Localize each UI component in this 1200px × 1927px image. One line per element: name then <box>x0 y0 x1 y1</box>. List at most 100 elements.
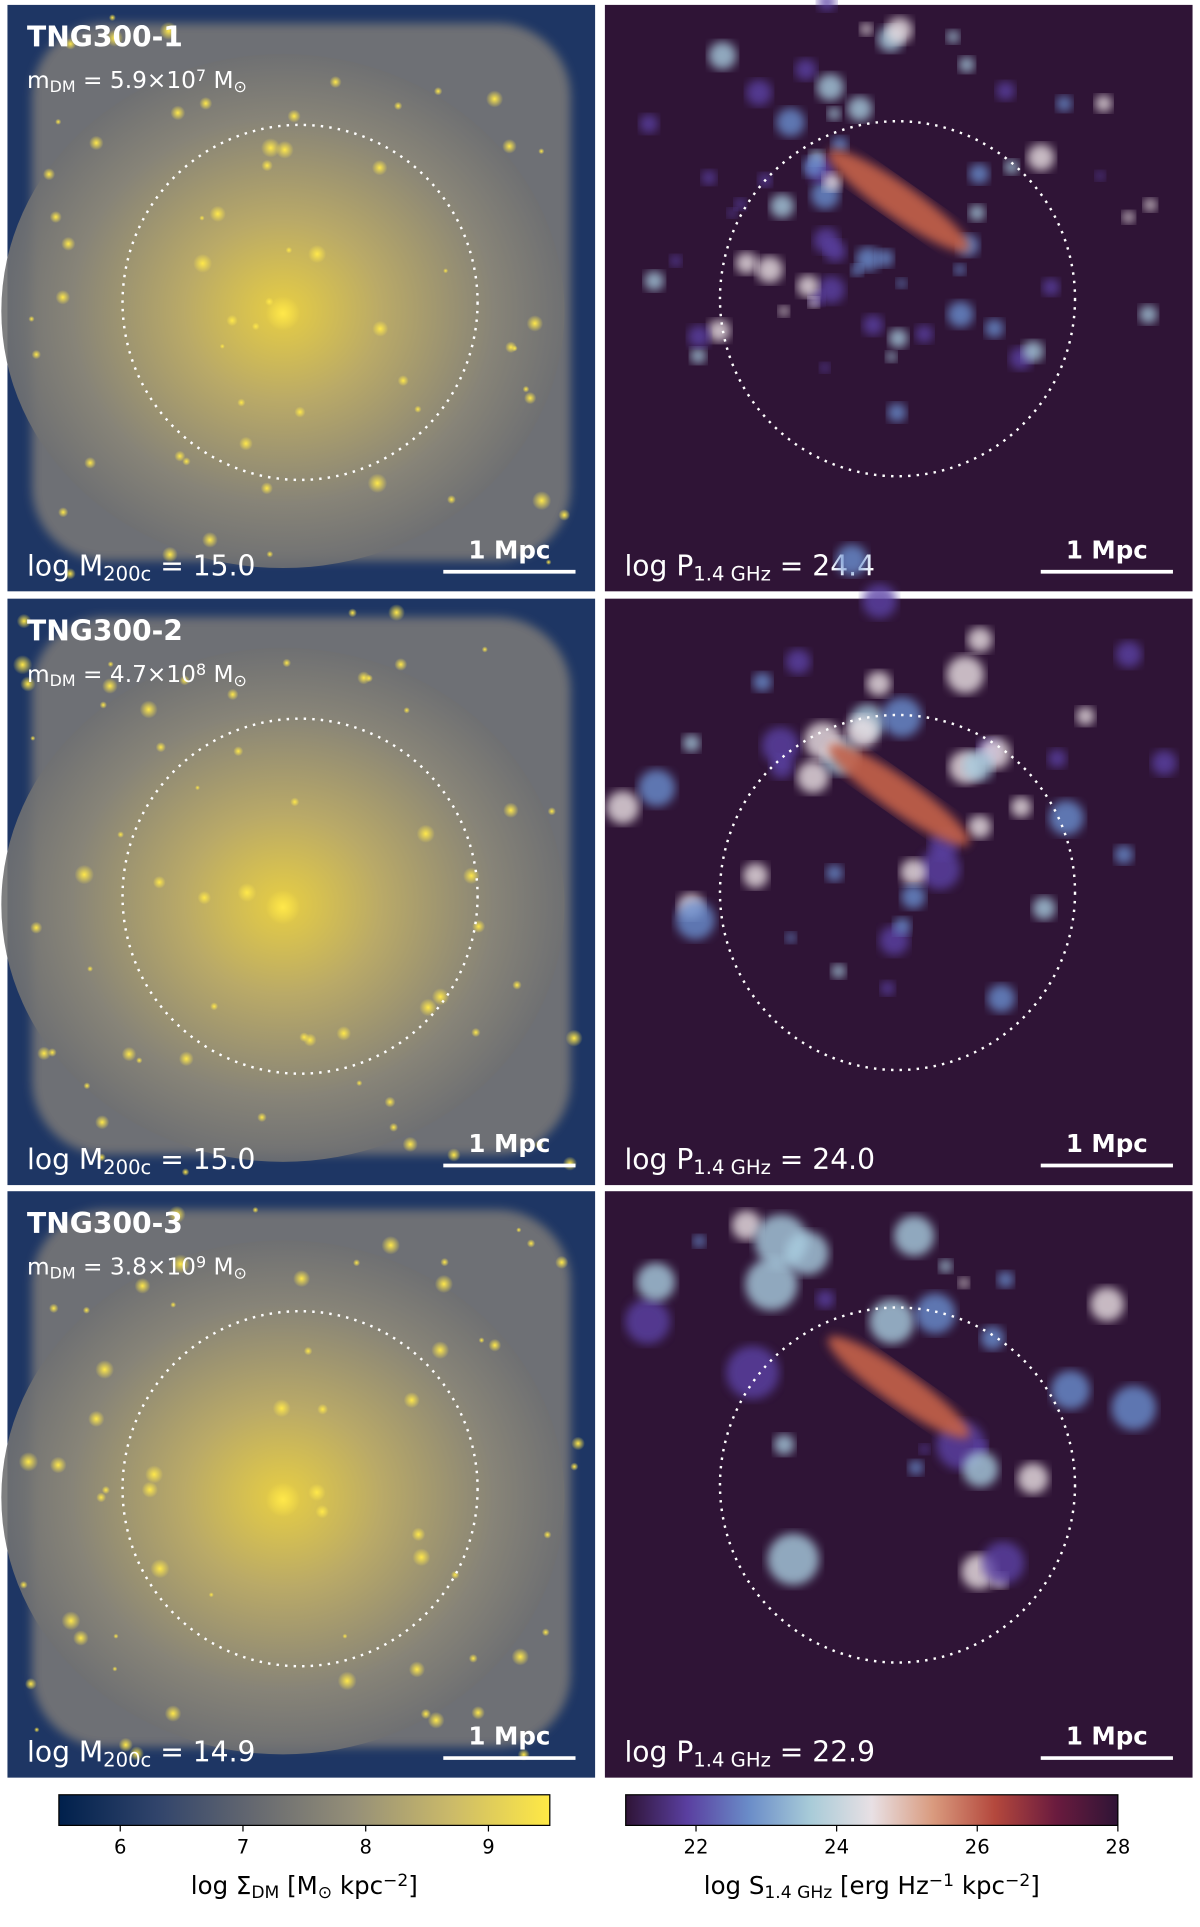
subhalo <box>394 658 408 671</box>
radio-blob <box>908 1460 924 1476</box>
radio-blob <box>896 278 907 289</box>
subhalo <box>170 1254 191 1274</box>
text-part: = 4.7×10 <box>76 661 196 688</box>
text-part: M <box>206 661 233 688</box>
radio-blob <box>967 627 993 653</box>
subhalo <box>208 1592 214 1598</box>
halo-mass: log M200c = 15.0 <box>27 1143 255 1179</box>
colorbar-tick-label: 26 <box>965 1836 990 1859</box>
subhalo <box>141 1481 158 1498</box>
subhalo <box>197 890 212 905</box>
subhalo <box>251 322 260 331</box>
text-part: ⊙ <box>234 1263 247 1282</box>
subhalo <box>118 1737 133 1752</box>
subhalo <box>443 268 449 274</box>
subhalo <box>182 457 191 466</box>
subhalo <box>478 1337 485 1344</box>
subhalo <box>431 988 450 1006</box>
radio-blob <box>987 984 1016 1013</box>
subhalo <box>393 101 403 111</box>
subhalo <box>28 315 35 323</box>
text-part: DM <box>50 1263 76 1282</box>
subhalo <box>34 1727 40 1733</box>
radio-blob <box>639 114 659 134</box>
subhalo <box>30 735 36 741</box>
subhalo <box>164 1705 182 1722</box>
subhalo <box>420 1708 432 1720</box>
subhalo <box>384 1096 396 1108</box>
radio-blob <box>954 263 966 276</box>
subhalo <box>526 315 544 332</box>
subhalo <box>411 1527 426 1542</box>
radio-blob <box>731 1210 762 1241</box>
text-part: m <box>27 1253 50 1280</box>
subhalo <box>486 90 504 108</box>
text-part: log P <box>624 1736 693 1769</box>
subhalo <box>95 1115 110 1130</box>
subhalo <box>55 290 71 305</box>
dm-core <box>265 296 301 331</box>
radio-blob <box>968 204 986 222</box>
radio-blob <box>885 351 897 363</box>
subhalo <box>20 676 36 692</box>
text-part: DM <box>251 1883 279 1903</box>
subhalo <box>555 1255 569 1269</box>
r200-circle <box>121 717 479 1075</box>
radio-blob <box>963 750 994 782</box>
subhalo <box>134 1277 151 1294</box>
radio-blob <box>687 325 711 348</box>
subhalo <box>84 456 97 469</box>
subhalo <box>352 1259 361 1267</box>
radio-blob <box>893 1215 935 1257</box>
colorbar-tick-label: 24 <box>824 1836 849 1859</box>
radio-blob <box>1027 143 1055 172</box>
subhalo <box>315 1504 329 1519</box>
subhalo <box>178 1051 194 1067</box>
panel-title: TNG300-1 <box>27 21 183 54</box>
scale-bar-label: 1 Mpc <box>468 535 550 564</box>
radio-power: log P1.4 GHz = 24.0 <box>624 1143 874 1179</box>
r200-circle <box>121 1309 479 1668</box>
radio-blob <box>862 314 884 336</box>
subhalo <box>282 658 292 668</box>
subhalo <box>49 210 62 224</box>
radio-blob <box>1115 641 1142 668</box>
subhalo <box>365 674 373 683</box>
subhalo <box>522 385 530 393</box>
subhalo <box>488 1338 502 1352</box>
panel-title: TNG300-3 <box>27 1207 183 1240</box>
subhalo <box>447 495 456 504</box>
radio-blob <box>817 276 845 304</box>
subhalo <box>317 1403 329 1415</box>
radio-blob <box>770 194 795 219</box>
subhalo <box>503 802 519 818</box>
subhalo <box>565 1029 583 1047</box>
radio-blob <box>636 1262 676 1302</box>
subhalo <box>87 965 94 972</box>
subhalo <box>293 1270 311 1288</box>
radio-blob <box>785 649 811 675</box>
subhalo <box>308 244 327 264</box>
radio-blob <box>767 1533 820 1586</box>
colorbar-tick-label: 9 <box>482 1836 494 1859</box>
subhalo <box>287 109 301 123</box>
r200-circle <box>718 713 1077 1072</box>
radio-blob <box>866 671 892 697</box>
radio-blob <box>901 884 926 909</box>
radio-blob <box>981 1541 1025 1585</box>
subhalo <box>61 1611 81 1631</box>
radio-blob <box>1032 896 1056 920</box>
subhalo <box>329 75 342 89</box>
mass-resolution: mDM = 5.9×107 M⊙ <box>27 66 247 96</box>
subhalo <box>162 546 178 563</box>
subhalo <box>64 568 76 580</box>
radio-blob <box>915 1293 956 1334</box>
subhalo <box>372 320 389 337</box>
subhalo <box>82 1306 91 1314</box>
r200-circle <box>718 1306 1077 1664</box>
text-part: ⊙ <box>234 77 247 96</box>
subhalo <box>102 678 118 694</box>
radio-blob <box>669 254 682 267</box>
radio-blob <box>919 848 961 890</box>
subhalo <box>412 1548 431 1567</box>
